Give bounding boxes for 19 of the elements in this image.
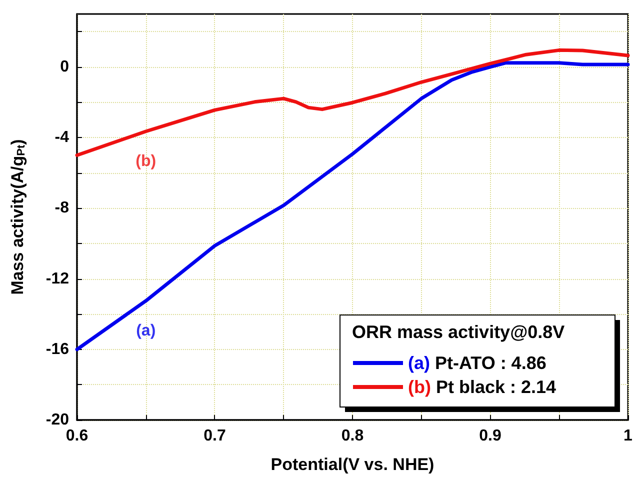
annotation: (b) bbox=[136, 152, 156, 170]
x-tick-label: 0.6 bbox=[66, 428, 88, 444]
x-axis-title: Potential(V vs. NHE) bbox=[270, 455, 434, 474]
line-series bbox=[75, 61, 630, 352]
legend-title: ORR mass activity@0.8V bbox=[352, 322, 565, 342]
legend-label: (b) Pt black : 2.14 bbox=[408, 377, 556, 397]
y-tick-label: -8 bbox=[54, 200, 70, 217]
y-tick-label: -16 bbox=[46, 340, 70, 358]
y-axis-title: Mass activity(A/gPt) bbox=[8, 139, 28, 295]
y-tick-label: -12 bbox=[46, 270, 70, 288]
x-tick-label: 1 bbox=[624, 428, 633, 444]
y-tick-label: -4 bbox=[54, 129, 70, 146]
x-tick-label: 0.8 bbox=[341, 428, 364, 444]
y-tick-label: 0 bbox=[60, 58, 70, 76]
annotation: (a) bbox=[136, 322, 156, 340]
legend-label: (a) Pt-ATO : 4.86 bbox=[408, 353, 546, 373]
y-tick-label: -20 bbox=[46, 412, 70, 428]
x-tick-label: 0.7 bbox=[204, 428, 226, 444]
x-tick-label: 0.9 bbox=[479, 428, 502, 444]
